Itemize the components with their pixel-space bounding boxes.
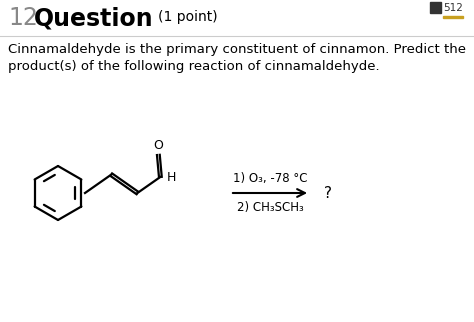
Bar — [430, 2, 441, 13]
Text: O: O — [154, 139, 164, 152]
Text: Question: Question — [34, 6, 154, 30]
Bar — [443, 16, 463, 18]
Text: 2) CH₃SCH₃: 2) CH₃SCH₃ — [237, 201, 303, 214]
Text: product(s) of the following reaction of cinnamaldehyde.: product(s) of the following reaction of … — [8, 60, 380, 73]
Text: ?: ? — [324, 185, 332, 201]
Text: Cinnamaldehyde is the primary constituent of cinnamon. Predict the: Cinnamaldehyde is the primary constituen… — [8, 43, 466, 56]
Text: (1 point): (1 point) — [158, 10, 218, 24]
Text: 1) O₃, -78 °C: 1) O₃, -78 °C — [233, 172, 307, 185]
Text: H: H — [166, 171, 176, 185]
Text: 512: 512 — [443, 3, 463, 13]
Text: 12: 12 — [8, 6, 38, 30]
